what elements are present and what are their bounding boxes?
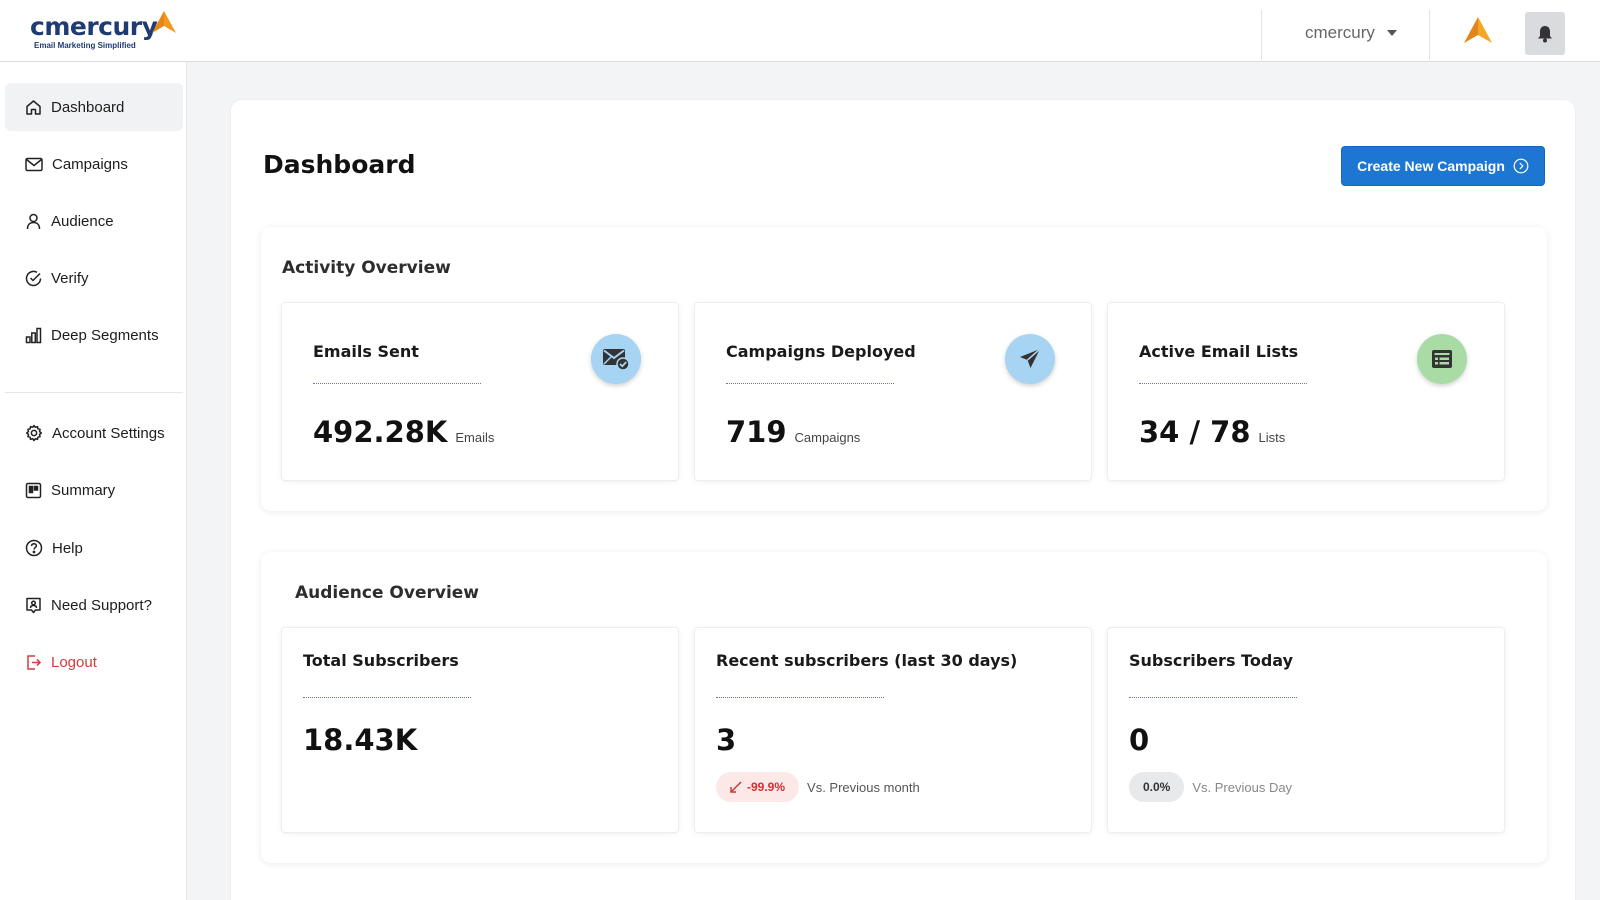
support-icon bbox=[26, 597, 41, 613]
trend-badge: 0.0% bbox=[1129, 772, 1185, 802]
brand-name: cmercury bbox=[30, 12, 158, 41]
arrow-right-circle-icon bbox=[1513, 158, 1529, 174]
sidebar-item-label: Verify bbox=[51, 269, 89, 287]
summary-icon bbox=[25, 482, 42, 498]
trend-comparison: Vs. Previous Day bbox=[1192, 779, 1293, 795]
mail-check-icon bbox=[591, 334, 641, 384]
stat-underline bbox=[716, 697, 884, 698]
user-menu-dropdown[interactable]: cmercury bbox=[1305, 22, 1397, 44]
list-icon bbox=[1417, 334, 1467, 384]
brand-arrow-icon bbox=[152, 11, 176, 33]
chevron-down-icon bbox=[1386, 30, 1397, 36]
create-campaign-label: Create New Campaign bbox=[1357, 158, 1505, 174]
brand-tagline: Email Marketing Simplified bbox=[34, 41, 136, 50]
sidebar-item-label: Deep Segments bbox=[51, 326, 159, 344]
user-name: cmercury bbox=[1305, 23, 1375, 42]
campaigns-deployed-card: Campaigns Deployed 719 Campaigns bbox=[694, 302, 1092, 481]
campaigns-deployed-value: 719 bbox=[726, 415, 787, 449]
sidebar-item-label: Campaigns bbox=[52, 155, 128, 173]
stat-unit: Emails bbox=[455, 430, 495, 445]
sidebar-item-audience[interactable]: Audience bbox=[5, 197, 183, 245]
mail-icon bbox=[25, 157, 43, 171]
sidebar-item-dashboard[interactable]: Dashboard bbox=[5, 83, 183, 131]
sidebar-item-account-settings[interactable]: Account Settings bbox=[5, 409, 183, 457]
gear-icon bbox=[25, 424, 43, 442]
trend-row: 0.0% Vs. Previous Day bbox=[1129, 772, 1292, 802]
help-icon bbox=[25, 539, 43, 557]
trend-down-arrow-icon bbox=[730, 781, 742, 793]
section-title: Audience Overview bbox=[295, 583, 480, 603]
check-circle-icon bbox=[25, 270, 42, 286]
notifications-button[interactable] bbox=[1525, 12, 1565, 55]
stat-value: 719 Campaigns bbox=[726, 415, 860, 449]
sidebar-item-label: Dashboard bbox=[51, 98, 125, 116]
top-bar: cmercury Email Marketing Simplified cmer… bbox=[0, 0, 1600, 62]
recent-subscribers-card: Recent subscribers (last 30 days) 3 -99.… bbox=[694, 627, 1092, 833]
home-icon bbox=[26, 99, 41, 115]
sidebar-item-verify[interactable]: Verify bbox=[5, 254, 183, 302]
trend-value: 0.0% bbox=[1143, 780, 1171, 794]
total-subscribers-value: 18.43K bbox=[303, 723, 418, 757]
sidebar-item-campaigns[interactable]: Campaigns bbox=[5, 140, 183, 188]
sidebar-divider bbox=[5, 392, 183, 393]
sidebar-item-label: Help bbox=[52, 539, 83, 557]
paper-plane-icon bbox=[1005, 334, 1055, 384]
stat-unit: Lists bbox=[1258, 430, 1286, 445]
logout-icon bbox=[27, 654, 42, 670]
sidebar-item-deep-segments[interactable]: Deep Segments bbox=[5, 311, 183, 359]
stat-label: Campaigns Deployed bbox=[726, 342, 916, 361]
sidebar-item-logout[interactable]: Logout bbox=[5, 638, 183, 686]
sidebar-item-label: Logout bbox=[51, 653, 97, 671]
trend-badge: -99.9% bbox=[716, 772, 800, 802]
create-campaign-button[interactable]: Create New Campaign bbox=[1341, 146, 1545, 186]
stat-label: Active Email Lists bbox=[1139, 342, 1299, 361]
trend-value: -99.9% bbox=[747, 780, 786, 794]
section-title: Activity Overview bbox=[282, 258, 451, 278]
stat-underline bbox=[1139, 383, 1307, 384]
sidebar-item-summary[interactable]: Summary bbox=[5, 466, 183, 514]
bell-icon bbox=[1538, 25, 1552, 42]
sidebar-item-label: Need Support? bbox=[51, 596, 152, 614]
active-email-lists-card: Active Email Lists 34 / 78 Lists bbox=[1107, 302, 1505, 481]
sidebar-item-help[interactable]: Help bbox=[5, 524, 183, 572]
stat-label: Recent subscribers (last 30 days) bbox=[716, 651, 1018, 670]
stat-underline bbox=[1129, 697, 1297, 698]
emails-sent-card: Emails Sent 492.28K Emails bbox=[281, 302, 679, 481]
recent-subscribers-value: 3 bbox=[716, 723, 737, 757]
brand-arrow-icon[interactable] bbox=[1463, 16, 1493, 44]
activity-overview-section: Activity Overview Emails Sent 492.28K Ema… bbox=[261, 227, 1547, 511]
dashboard-panel: Dashboard Create New Campaign Activity O… bbox=[230, 99, 1576, 900]
sidebar-item-label: Account Settings bbox=[52, 424, 165, 442]
sidebar-item-need-support[interactable]: Need Support? bbox=[5, 581, 183, 629]
bar-chart-icon bbox=[25, 327, 42, 343]
subscribers-today-card: Subscribers Today 0 0.0% Vs. Previous Da… bbox=[1107, 627, 1505, 833]
stat-underline bbox=[726, 383, 894, 384]
total-subscribers-card: Total Subscribers 18.43K bbox=[281, 627, 679, 833]
sidebar-item-label: Summary bbox=[51, 481, 116, 499]
active-lists-value: 34 / 78 bbox=[1139, 415, 1251, 449]
sidebar: Dashboard Campaigns Audience Verify Deep… bbox=[0, 62, 187, 900]
audience-overview-section: Audience Overview Total Subscribers 18.4… bbox=[261, 552, 1547, 863]
page-title: Dashboard bbox=[263, 150, 416, 179]
emails-sent-value: 492.28K bbox=[313, 415, 448, 449]
stat-label: Total Subscribers bbox=[303, 651, 459, 670]
header-divider bbox=[1429, 10, 1430, 60]
user-icon bbox=[26, 213, 41, 229]
stat-underline bbox=[313, 383, 481, 384]
stat-label: Emails Sent bbox=[313, 342, 419, 361]
brand-logo[interactable]: cmercury Email Marketing Simplified bbox=[30, 8, 180, 54]
trend-comparison: Vs. Previous month bbox=[807, 779, 920, 795]
subscribers-today-value: 0 bbox=[1129, 723, 1150, 757]
stat-label: Subscribers Today bbox=[1129, 651, 1294, 670]
stat-value: 492.28K Emails bbox=[313, 415, 494, 449]
sidebar-item-label: Audience bbox=[51, 212, 114, 230]
stat-underline bbox=[303, 697, 471, 698]
stat-unit: Campaigns bbox=[794, 430, 861, 445]
header-divider bbox=[1261, 10, 1262, 60]
stat-value: 34 / 78 Lists bbox=[1139, 415, 1285, 449]
trend-row: -99.9% Vs. Previous month bbox=[716, 772, 920, 802]
